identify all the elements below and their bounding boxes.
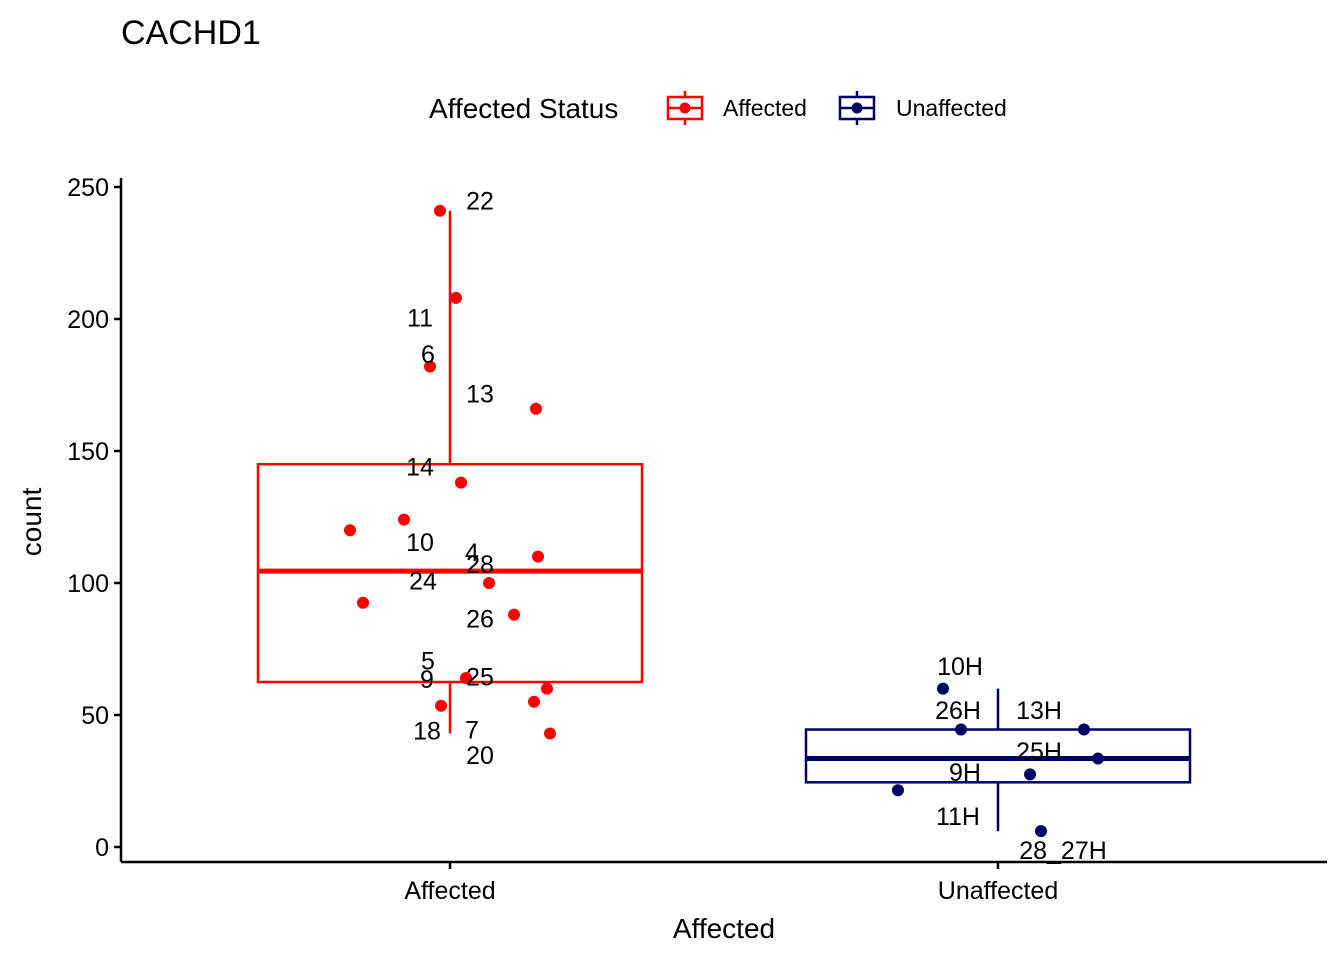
x-axis-title: Affected (673, 913, 775, 944)
data-point (424, 360, 436, 373)
point-label: 4 (465, 539, 479, 567)
data-point (398, 513, 410, 526)
point-label: 11 (407, 304, 433, 332)
x-tick-label: Affected (404, 877, 495, 905)
data-point (1078, 723, 1090, 736)
legend-key-affected-point (679, 102, 691, 114)
point-label: 14 (406, 453, 434, 481)
point-label: 28_27H (1019, 837, 1107, 865)
point-label: 10H (937, 653, 983, 681)
data-point (508, 608, 520, 621)
point-label: 18 (413, 717, 441, 745)
point-label: 24 (409, 568, 437, 596)
data-point (937, 682, 949, 695)
y-tick-label: 50 (81, 702, 109, 730)
point-label: 20 (466, 742, 494, 770)
data-point (344, 524, 356, 537)
point-label: 6 (421, 341, 435, 369)
data-point (450, 291, 462, 304)
legend-title: Affected Status (429, 93, 618, 124)
y-tick-label: 250 (67, 174, 109, 202)
point-label: 25 (466, 664, 494, 692)
y-tick-label: 0 (95, 834, 109, 862)
legend-key-unaffected-point (851, 102, 863, 114)
data-point (435, 699, 447, 712)
data-point (460, 672, 472, 685)
legend-key-affected (666, 91, 704, 125)
data-point (955, 723, 967, 736)
point-label: 28 (466, 551, 494, 579)
point-label: 9H (949, 759, 981, 787)
data-point (530, 402, 542, 415)
data-point (544, 727, 556, 740)
point-label: 26H (935, 697, 981, 725)
legend-label-unaffected: Unaffected (896, 95, 1007, 121)
box-iqr (804, 728, 1192, 784)
y-tick-label: 150 (67, 438, 109, 466)
data-point (1035, 825, 1047, 838)
chart-title: CACHD1 (121, 14, 261, 52)
data-point (483, 577, 495, 589)
plot-area: 0 50 100 150 200 250 Affected Unaffected 22 11 6 13… (67, 174, 1327, 905)
legend-key-unaffected (838, 91, 876, 125)
data-point (892, 784, 904, 797)
data-point (528, 695, 540, 708)
legend-label-affected: Affected (723, 95, 807, 121)
point-label: 22 (466, 187, 494, 215)
point-label: 7 (465, 716, 479, 744)
data-point (532, 550, 544, 563)
y-axis-title: count (16, 488, 47, 557)
data-point (434, 204, 446, 217)
point-label: 5 (421, 647, 435, 675)
point-label: 25H (1016, 738, 1062, 766)
legend: Affected Status Affected Unaffected (429, 91, 1007, 125)
point-label: 9 (420, 666, 434, 694)
data-point (1024, 768, 1036, 781)
point-label: 26 (466, 605, 494, 633)
y-tick-label: 200 (67, 306, 109, 334)
data-point (357, 596, 369, 609)
data-point (455, 476, 467, 489)
point-label: 10 (406, 529, 434, 557)
y-tick-label: 100 (67, 570, 109, 598)
x-tick-label: Unaffected (938, 877, 1058, 905)
point-label: 13 (466, 380, 494, 408)
point-label: 11H (936, 803, 980, 831)
data-point (541, 682, 553, 695)
data-point (1092, 752, 1104, 765)
point-label: 13H (1016, 697, 1062, 725)
